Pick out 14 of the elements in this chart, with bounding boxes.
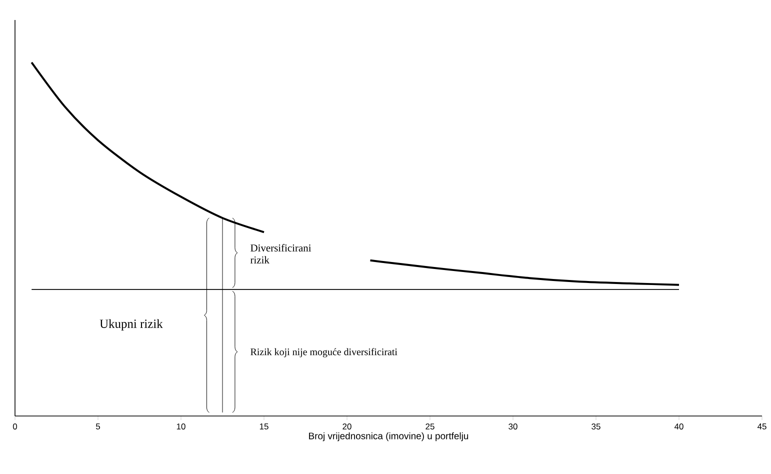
x-axis-title: Broj vrijednosnica (imovine) u portfelju <box>309 432 468 442</box>
x-tick-label: 30 <box>508 424 518 430</box>
annotation: Diversificirani rizik <box>250 244 312 264</box>
x-tick-label: 45 <box>757 424 766 430</box>
x-tick-label: 10 <box>176 424 186 430</box>
x-tick-label: 25 <box>426 424 434 430</box>
annotation: Ukupni rizik <box>100 319 163 331</box>
x-tick-label: 15 <box>260 424 268 430</box>
x-tick-label: 20 <box>342 424 352 430</box>
annotation: Rizik koji nije moguće diversificirati <box>250 348 398 358</box>
x-tick-label: 35 <box>592 424 600 430</box>
x-tick-label: 40 <box>674 424 684 430</box>
x-tick-label: 5 <box>96 424 100 430</box>
x-tick-label: 0 <box>12 424 18 430</box>
